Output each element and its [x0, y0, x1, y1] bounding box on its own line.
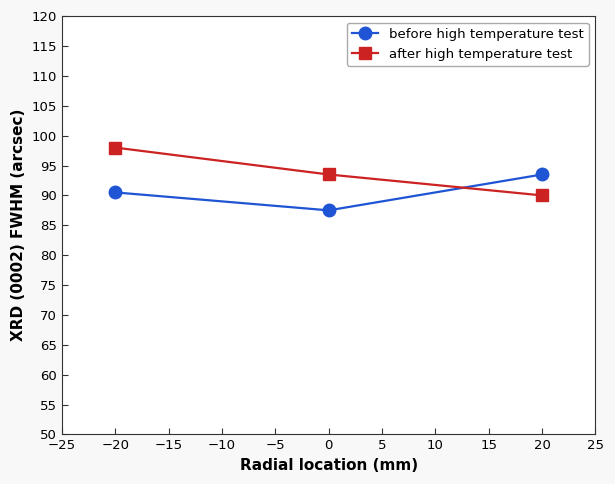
- before high temperature test: [112, 190, 119, 196]
- Line: after high temperature test: after high temperature test: [110, 142, 547, 201]
- before high temperature test: [538, 172, 546, 178]
- X-axis label: Radial location (mm): Radial location (mm): [240, 458, 418, 473]
- Line: before high temperature test: before high temperature test: [109, 168, 549, 217]
- Y-axis label: XRD (0002) FWHM (arcsec): XRD (0002) FWHM (arcsec): [11, 109, 26, 342]
- after high temperature test: [538, 193, 546, 198]
- before high temperature test: [325, 208, 332, 213]
- after high temperature test: [325, 172, 332, 178]
- Legend: before high temperature test, after high temperature test: before high temperature test, after high…: [346, 23, 589, 66]
- after high temperature test: [112, 145, 119, 151]
